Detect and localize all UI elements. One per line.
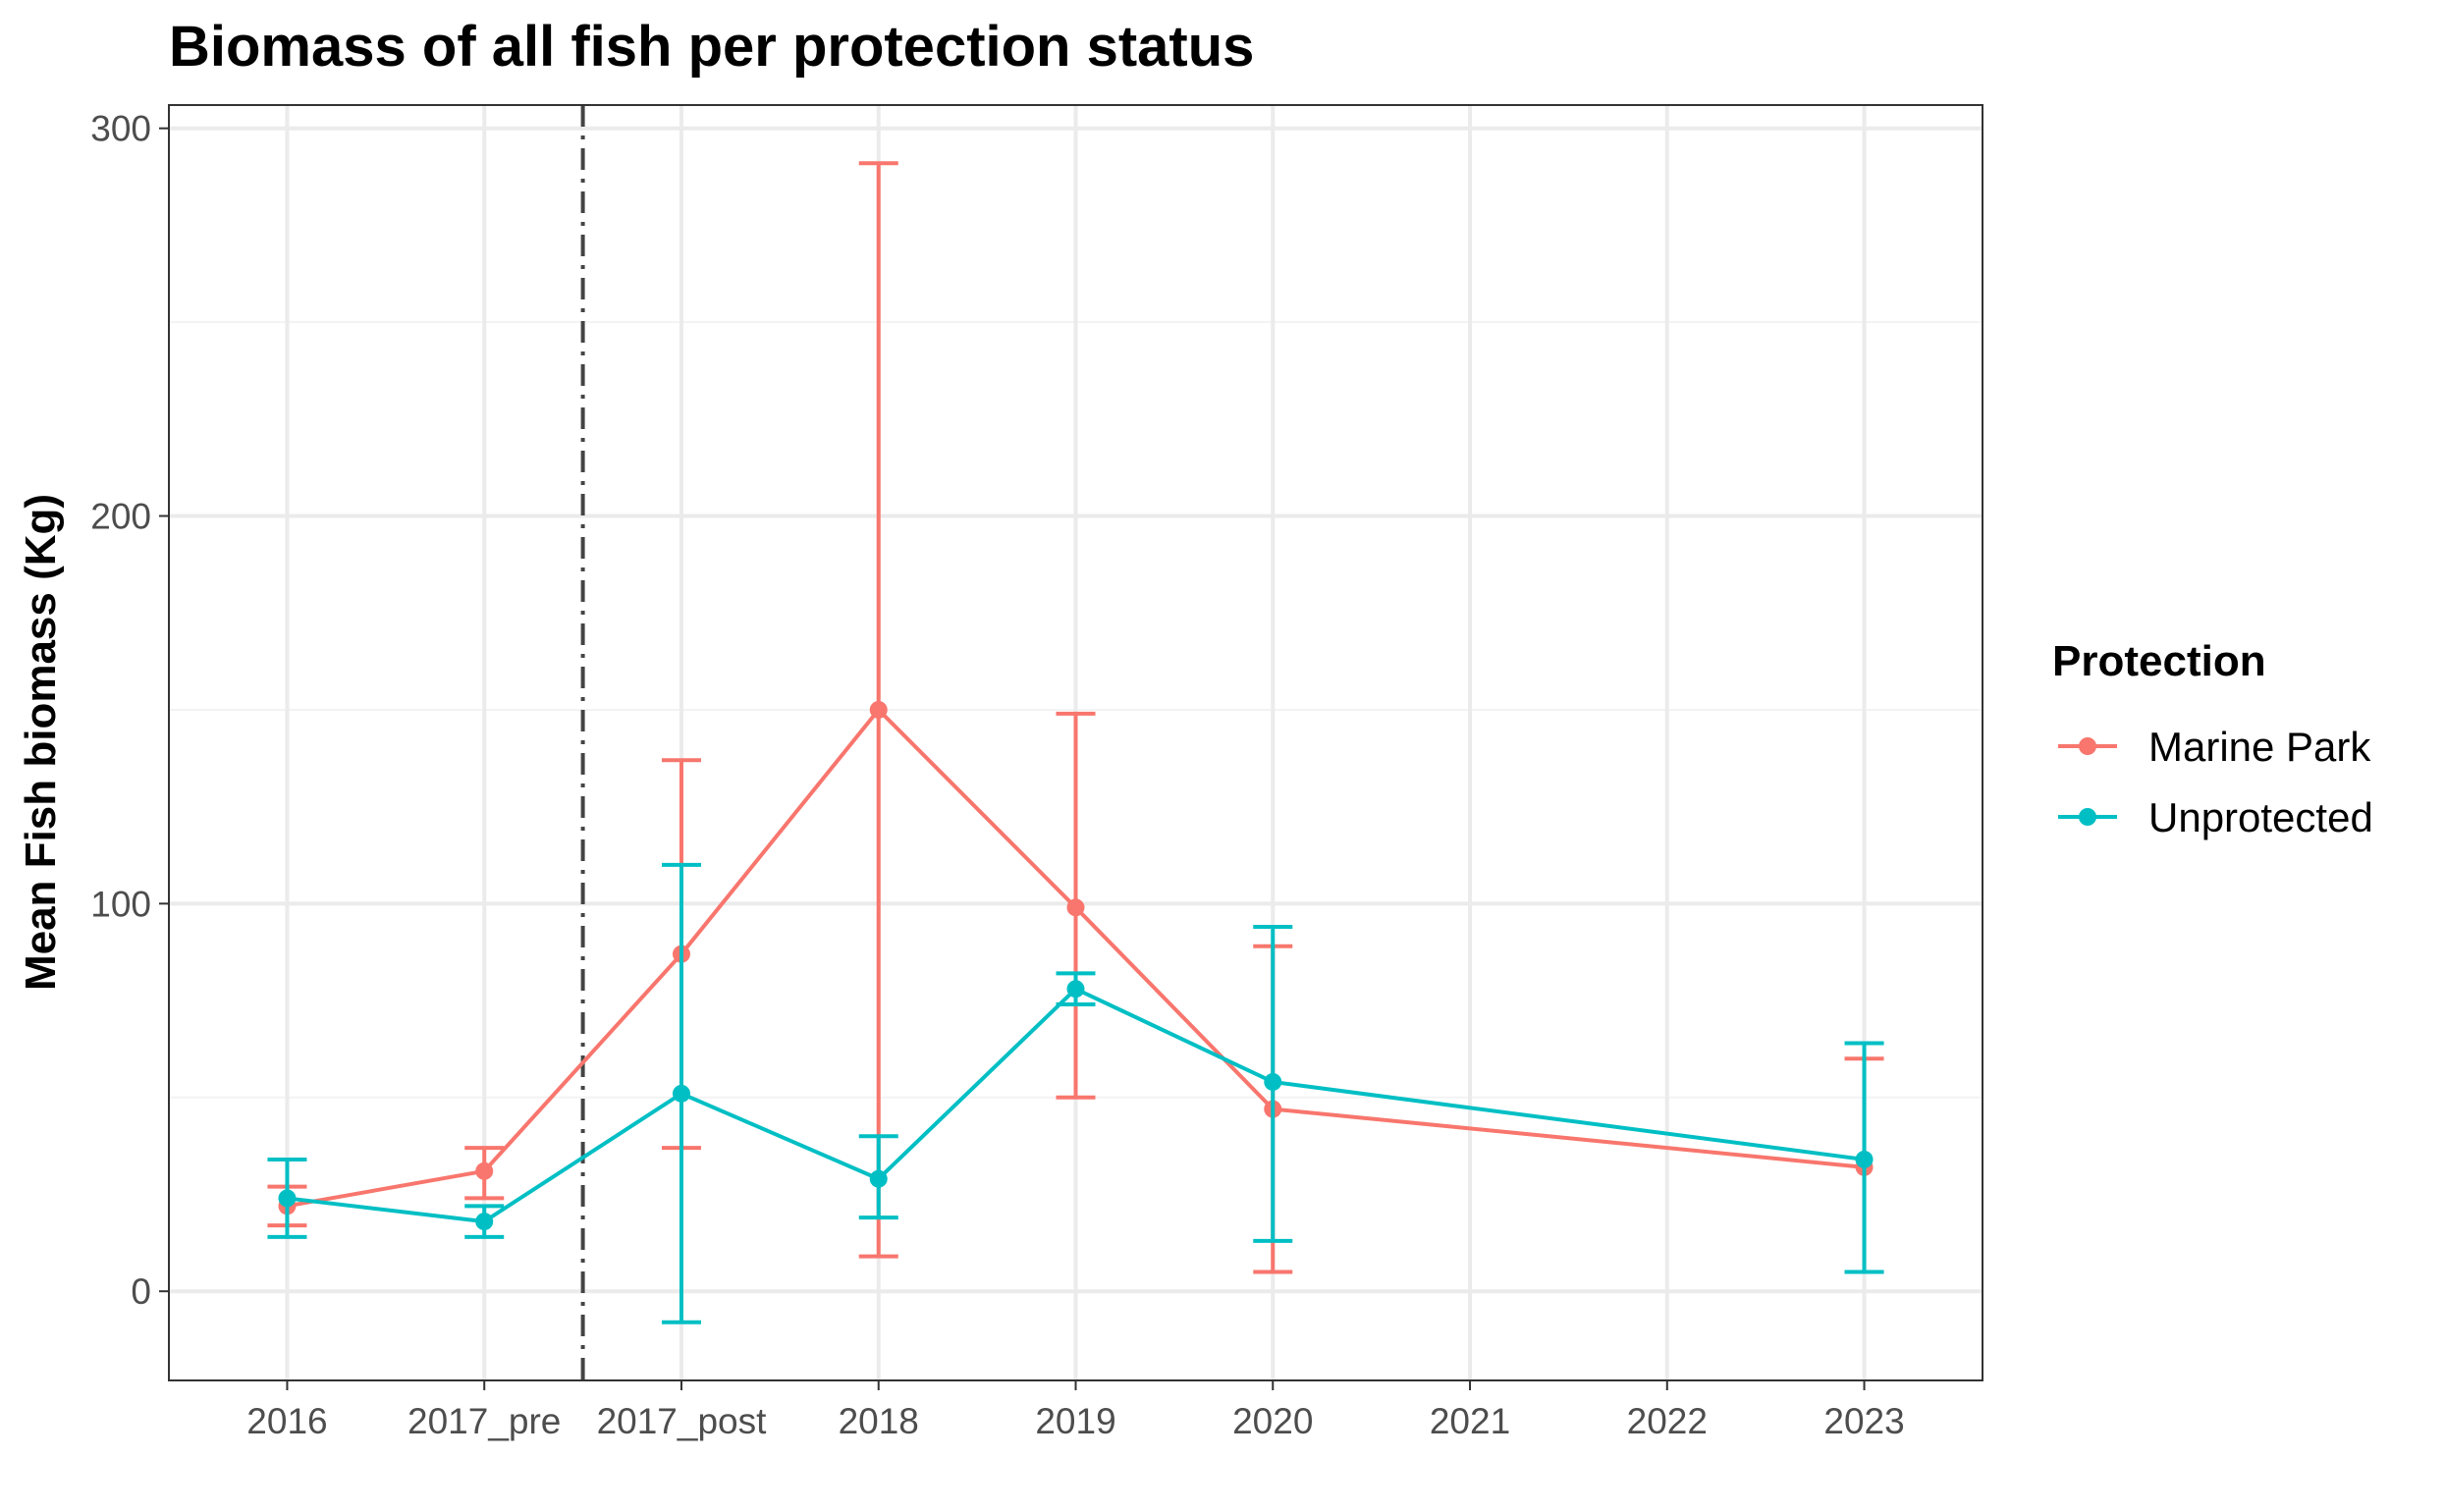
x-tick-label: 2018	[839, 1401, 919, 1441]
y-tick-label: 100	[90, 884, 151, 924]
series-unprotected	[267, 862, 1884, 1324]
data-point	[672, 1084, 690, 1103]
data-point	[475, 1161, 494, 1180]
legend: Protection Marine Park Unprotected	[2052, 637, 2373, 840]
y-tick-label: 200	[90, 497, 151, 537]
data-point	[1066, 898, 1085, 917]
legend-label: Marine Park	[2148, 724, 2371, 770]
legend-label: Unprotected	[2148, 794, 2373, 840]
x-tick-label: 2023	[1823, 1401, 1904, 1441]
data-point	[1855, 1150, 1874, 1168]
legend-key-point	[2079, 737, 2096, 755]
data-point	[278, 1189, 297, 1208]
chart-title: Biomass of all fish per protection statu…	[169, 15, 1255, 79]
y-axis-title: Mean Fish biomass (Kg)	[17, 494, 65, 991]
x-tick-label: 2020	[1232, 1401, 1313, 1441]
series-layer	[267, 161, 1884, 1324]
x-tick-label: 2022	[1627, 1401, 1708, 1441]
data-point	[869, 700, 888, 719]
data-point	[1264, 1072, 1282, 1091]
legend-key-point	[2079, 808, 2096, 826]
y-tick-label: 300	[90, 109, 151, 149]
x-tick-label: 2016	[246, 1401, 327, 1441]
data-point	[475, 1213, 494, 1231]
data-point	[1066, 980, 1085, 999]
data-point	[869, 1169, 888, 1188]
x-tick-label: 2017_pre	[408, 1401, 561, 1441]
axis-layer: 0 100 200 300 2016 2017_pre 2017_post 2018 2019 2…	[90, 109, 1904, 1441]
legend-title: Protection	[2052, 637, 2266, 685]
y-tick-label: 0	[131, 1271, 151, 1312]
x-tick-label: 2017_post	[597, 1401, 768, 1441]
x-tick-label: 2021	[1430, 1401, 1510, 1441]
x-tick-label: 2019	[1035, 1401, 1115, 1441]
